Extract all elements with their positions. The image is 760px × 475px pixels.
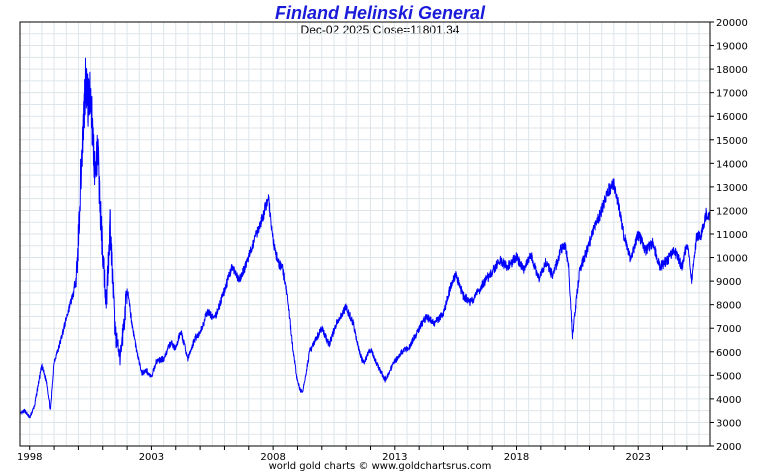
series-group <box>19 57 710 419</box>
y-tick-label: 10000 <box>716 254 748 265</box>
x-axis: 1998 2003 2008 2013 2018 2023 <box>17 446 688 463</box>
x-tick-label: 2013 <box>382 452 407 463</box>
y-tick-label: 4000 <box>716 395 741 406</box>
y-tick-label: 18000 <box>716 65 748 76</box>
y-tick-label: 6000 <box>716 348 741 359</box>
y-tick-label: 16000 <box>716 112 748 123</box>
chart-title: Finland Helinski General <box>274 3 486 23</box>
x-tick-label: 2003 <box>139 452 164 463</box>
x-tick-label: 1998 <box>17 452 42 463</box>
y-tick-label: 11000 <box>716 230 748 241</box>
y-tick-label: 20000 <box>716 18 748 29</box>
y-tick-label: 7000 <box>716 324 741 335</box>
y-tick-label: 19000 <box>716 42 748 53</box>
series-line <box>19 57 710 419</box>
x-tick-label: 2023 <box>625 452 650 463</box>
y-tick-label: 13000 <box>716 183 748 194</box>
x-tick-label: 2008 <box>260 452 285 463</box>
x-tick-label: 2018 <box>504 452 529 463</box>
y-tick-label: 14000 <box>716 159 748 170</box>
y-tick-label: 2000 <box>716 442 741 453</box>
y-tick-label: 17000 <box>716 89 748 100</box>
chart-footer-credit: world gold charts © www.goldchartsrus.co… <box>268 461 492 472</box>
y-tick-label: 15000 <box>716 136 748 147</box>
y-tick-label: 12000 <box>716 206 748 217</box>
y-tick-label: 3000 <box>716 418 741 429</box>
y-axis-right: 2000 3000 4000 5000 6000 7000 8000 9000 10000 110… <box>710 18 748 453</box>
y-tick-label: 5000 <box>716 371 741 382</box>
chart-grid <box>20 21 710 447</box>
y-tick-label: 9000 <box>716 277 741 288</box>
y-tick-label: 8000 <box>716 301 741 312</box>
